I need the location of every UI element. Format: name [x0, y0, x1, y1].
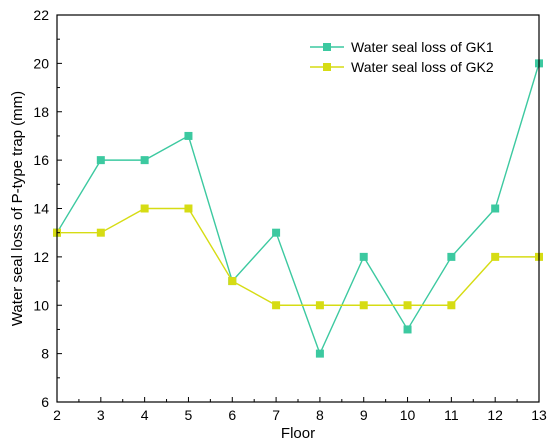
x-tick-label: 10: [400, 407, 416, 423]
x-axis-title: Floor: [281, 425, 315, 442]
series-1: [53, 59, 543, 358]
x-tick-label: 6: [228, 407, 236, 423]
legend-marker: [323, 43, 331, 51]
y-axis-ticks: 6 8 10 12 14 16 18 20 22: [33, 7, 62, 410]
legend: Water seal loss of GK1 Water seal loss of…: [310, 39, 494, 75]
y-tick-label: 18: [33, 104, 49, 120]
x-tick-label: 4: [141, 407, 149, 423]
data-point: [140, 156, 149, 165]
data-point: [403, 325, 412, 334]
data-point: [491, 204, 500, 213]
y-tick-label: 8: [41, 346, 49, 362]
x-axis-ticks: 2 3 4 5 6 7 8 9 10 11 12 13: [53, 397, 547, 423]
x-tick-label: 3: [97, 407, 105, 423]
legend-label: Water seal loss of GK1: [351, 39, 494, 55]
data-point: [403, 301, 412, 310]
x-tick-label: 8: [316, 407, 324, 423]
x-tick-label: 11: [444, 407, 459, 423]
data-point: [228, 277, 237, 286]
data-point: [96, 228, 105, 237]
series-layer: [53, 59, 543, 358]
data-point: [184, 131, 193, 140]
data-point: [359, 301, 368, 310]
data-point: [272, 228, 281, 237]
data-point: [447, 252, 456, 261]
y-tick-label: 10: [33, 297, 49, 313]
y-axis-title: Water seal loss of P-type trap (mm): [9, 91, 26, 326]
x-tick-label: 13: [531, 407, 547, 423]
y-tick-label: 16: [33, 152, 49, 168]
data-point: [359, 252, 368, 261]
series-line: [56, 63, 540, 356]
data-point: [140, 204, 149, 213]
legend-marker: [323, 63, 331, 71]
x-tick-label: 7: [272, 407, 280, 423]
y-tick-label: 20: [33, 55, 49, 71]
data-point: [184, 204, 193, 213]
series-line: [57, 207, 539, 306]
data-point: [447, 301, 456, 310]
data-point: [315, 301, 324, 310]
data-point: [491, 252, 500, 261]
data-point: [96, 156, 105, 165]
x-tick-label: 5: [185, 407, 193, 423]
data-point: [315, 349, 324, 358]
x-tick-label: 12: [487, 407, 503, 423]
legend-label: Water seal loss of GK2: [351, 59, 494, 75]
x-tick-label: 2: [53, 407, 61, 423]
y-tick-label: 14: [33, 201, 49, 217]
y-tick-label: 12: [33, 249, 49, 265]
data-point: [272, 301, 281, 310]
x-tick-label: 9: [360, 407, 368, 423]
y-tick-label: 6: [41, 394, 49, 410]
y-tick-label: 22: [33, 7, 49, 23]
